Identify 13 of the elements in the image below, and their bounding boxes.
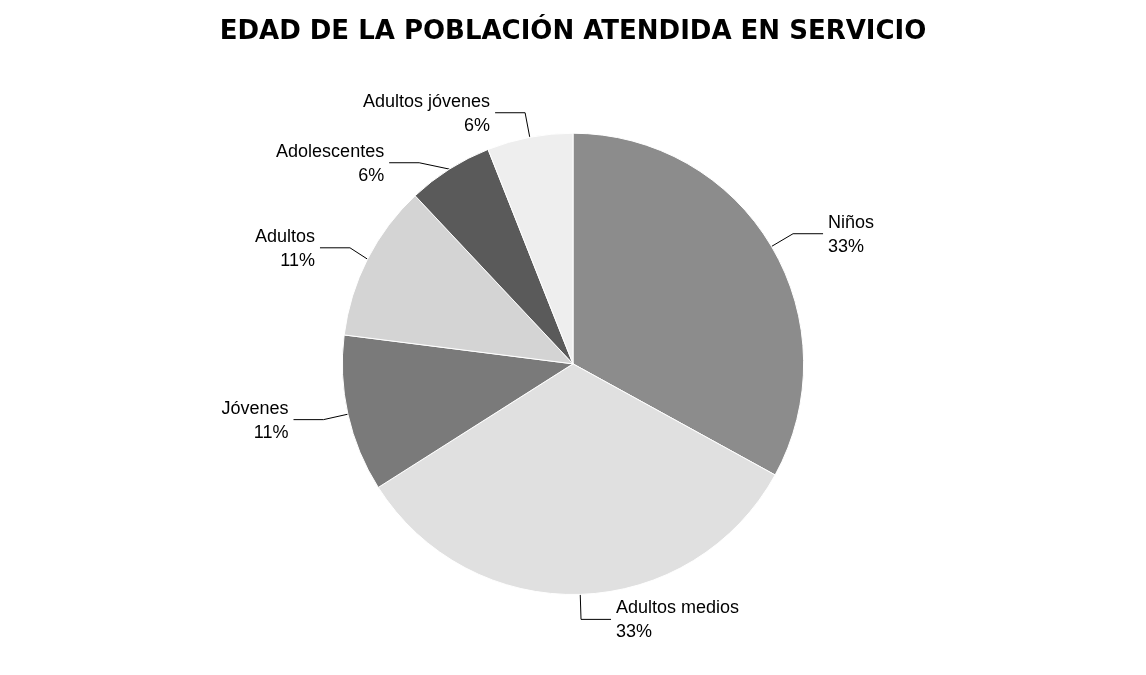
data-label: 6% bbox=[358, 164, 385, 185]
data-label: 11% bbox=[280, 249, 315, 270]
data-label: 6% bbox=[464, 114, 491, 135]
slice-label: Adultos jóvenes bbox=[363, 90, 491, 111]
data-label: 11% bbox=[253, 421, 289, 442]
slice-label: Jóvenes bbox=[221, 397, 289, 418]
data-label: 33% bbox=[828, 235, 865, 256]
slice-label: Adolescentes bbox=[276, 140, 385, 161]
chart-title: EDAD DE LA POBLACIÓN ATENDIDA EN SERVICIO bbox=[219, 14, 927, 45]
data-label: 33% bbox=[616, 621, 653, 642]
slice-label: Adultos bbox=[254, 225, 315, 246]
slice-label: Adultos medios bbox=[616, 597, 740, 618]
slice-label: Niños bbox=[828, 211, 875, 232]
